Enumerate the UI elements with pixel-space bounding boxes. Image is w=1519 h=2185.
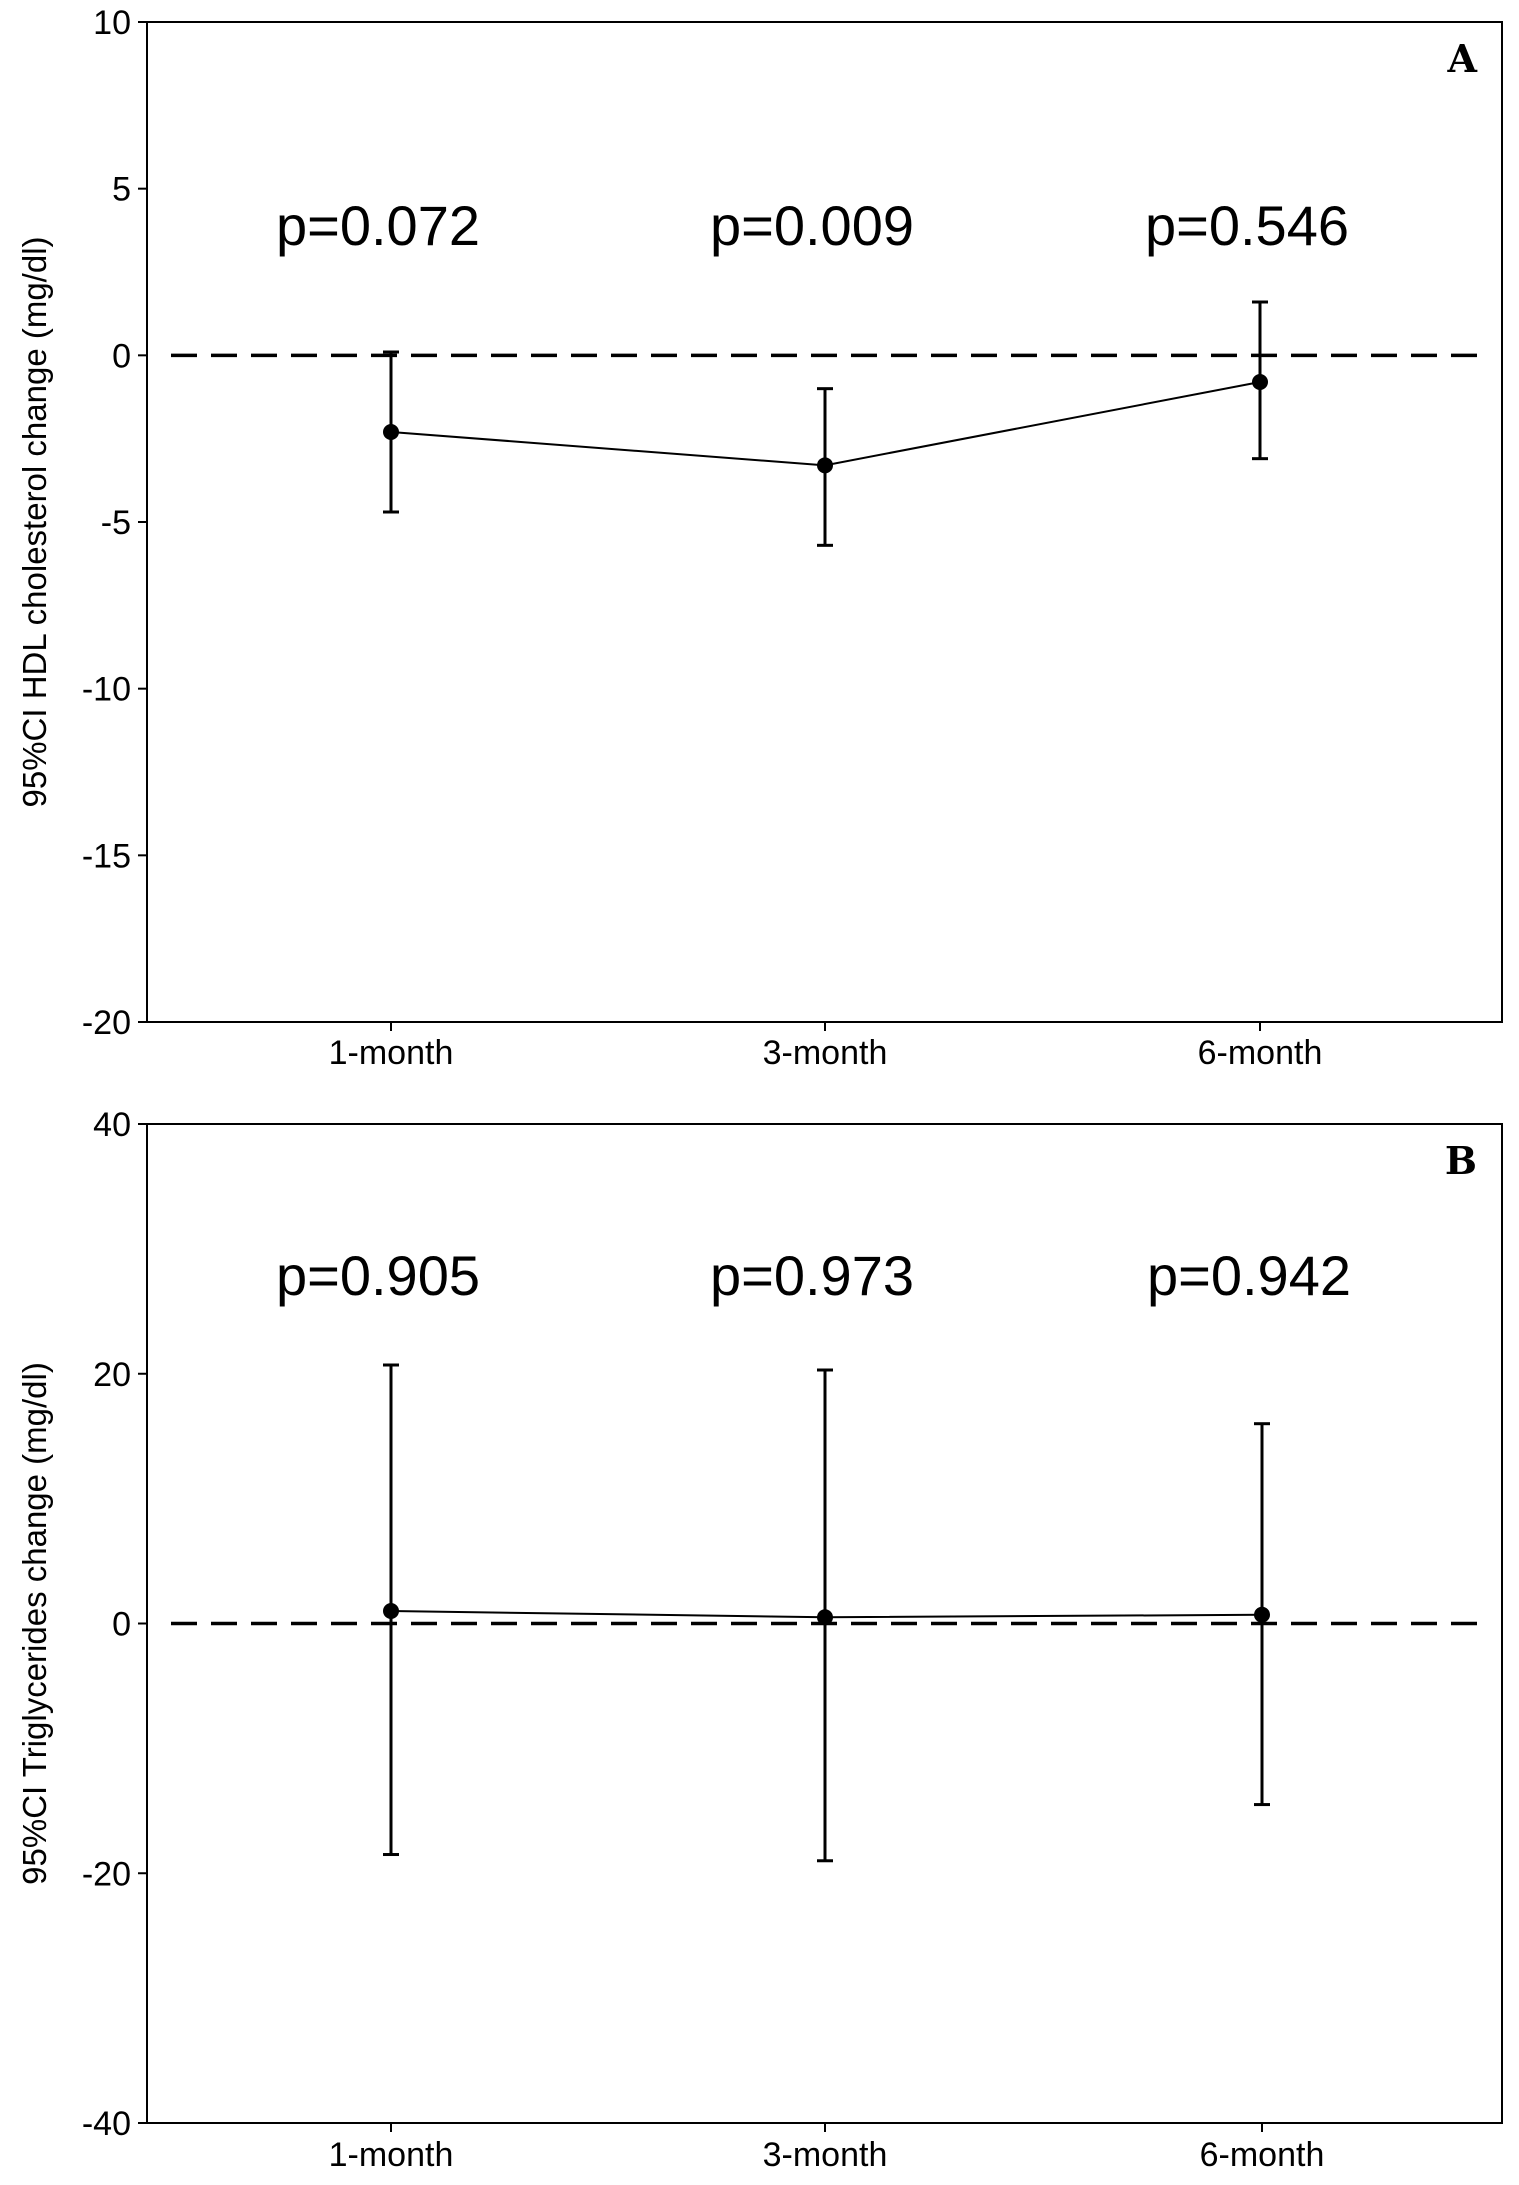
data-point bbox=[817, 457, 833, 474]
x-tick-label: 1-month bbox=[329, 1034, 454, 1072]
y-tick-label: -20 bbox=[82, 1004, 131, 1042]
p-value-annotation: p=0.973 bbox=[710, 1244, 914, 1307]
y-tick-label: -15 bbox=[82, 837, 131, 875]
x-tick-label: 6-month bbox=[1200, 2136, 1325, 2174]
p-value-annotation: p=0.942 bbox=[1147, 1244, 1351, 1307]
y-axis-title: 95%CI HDL cholesterol change (mg/dl) bbox=[16, 236, 53, 807]
y-tick-label: 20 bbox=[93, 1356, 131, 1394]
x-tick-label: 6-month bbox=[1198, 1034, 1323, 1072]
y-tick-label: -40 bbox=[82, 2105, 131, 2143]
data-point bbox=[1254, 1606, 1270, 1623]
data-point bbox=[383, 424, 399, 440]
panel-label: A bbox=[1447, 36, 1478, 81]
p-value-annotation: p=0.546 bbox=[1145, 194, 1349, 257]
y-tick-label: 0 bbox=[112, 1606, 131, 1644]
y-tick-label: -10 bbox=[82, 671, 131, 709]
panel-b-triglycerides-chart: 40 20 0 -20 -40 1-month 3-month 6-month 95%CI Tr… bbox=[16, 1106, 1503, 2174]
y-axis-title: 95%CI Triglycerides change (mg/dl) bbox=[16, 1362, 53, 1885]
p-value-annotation: p=0.905 bbox=[276, 1244, 480, 1307]
y-tick-label: 40 bbox=[93, 1106, 131, 1144]
data-point bbox=[817, 1609, 833, 1626]
data-point bbox=[383, 1603, 399, 1620]
panel-label: B bbox=[1445, 1138, 1477, 1183]
y-tick-label: 0 bbox=[112, 337, 131, 375]
x-tick-label: 3-month bbox=[763, 1034, 888, 1072]
p-value-annotation: p=0.009 bbox=[710, 194, 914, 257]
x-tick-label: 1-month bbox=[329, 2136, 454, 2174]
x-tick-label: 3-month bbox=[763, 2136, 888, 2174]
y-tick-label: 5 bbox=[112, 171, 131, 209]
data-point bbox=[1252, 374, 1268, 390]
panel-a-hdl-chart: 10 5 0 -5 -10 -15 -20 1-month 3-month 6-month 95%C… bbox=[16, 4, 1503, 1072]
y-tick-label: -5 bbox=[101, 504, 131, 542]
y-tick-label: 10 bbox=[93, 4, 131, 42]
y-tick-label: -20 bbox=[82, 1855, 131, 1893]
p-value-annotation: p=0.072 bbox=[276, 194, 480, 257]
